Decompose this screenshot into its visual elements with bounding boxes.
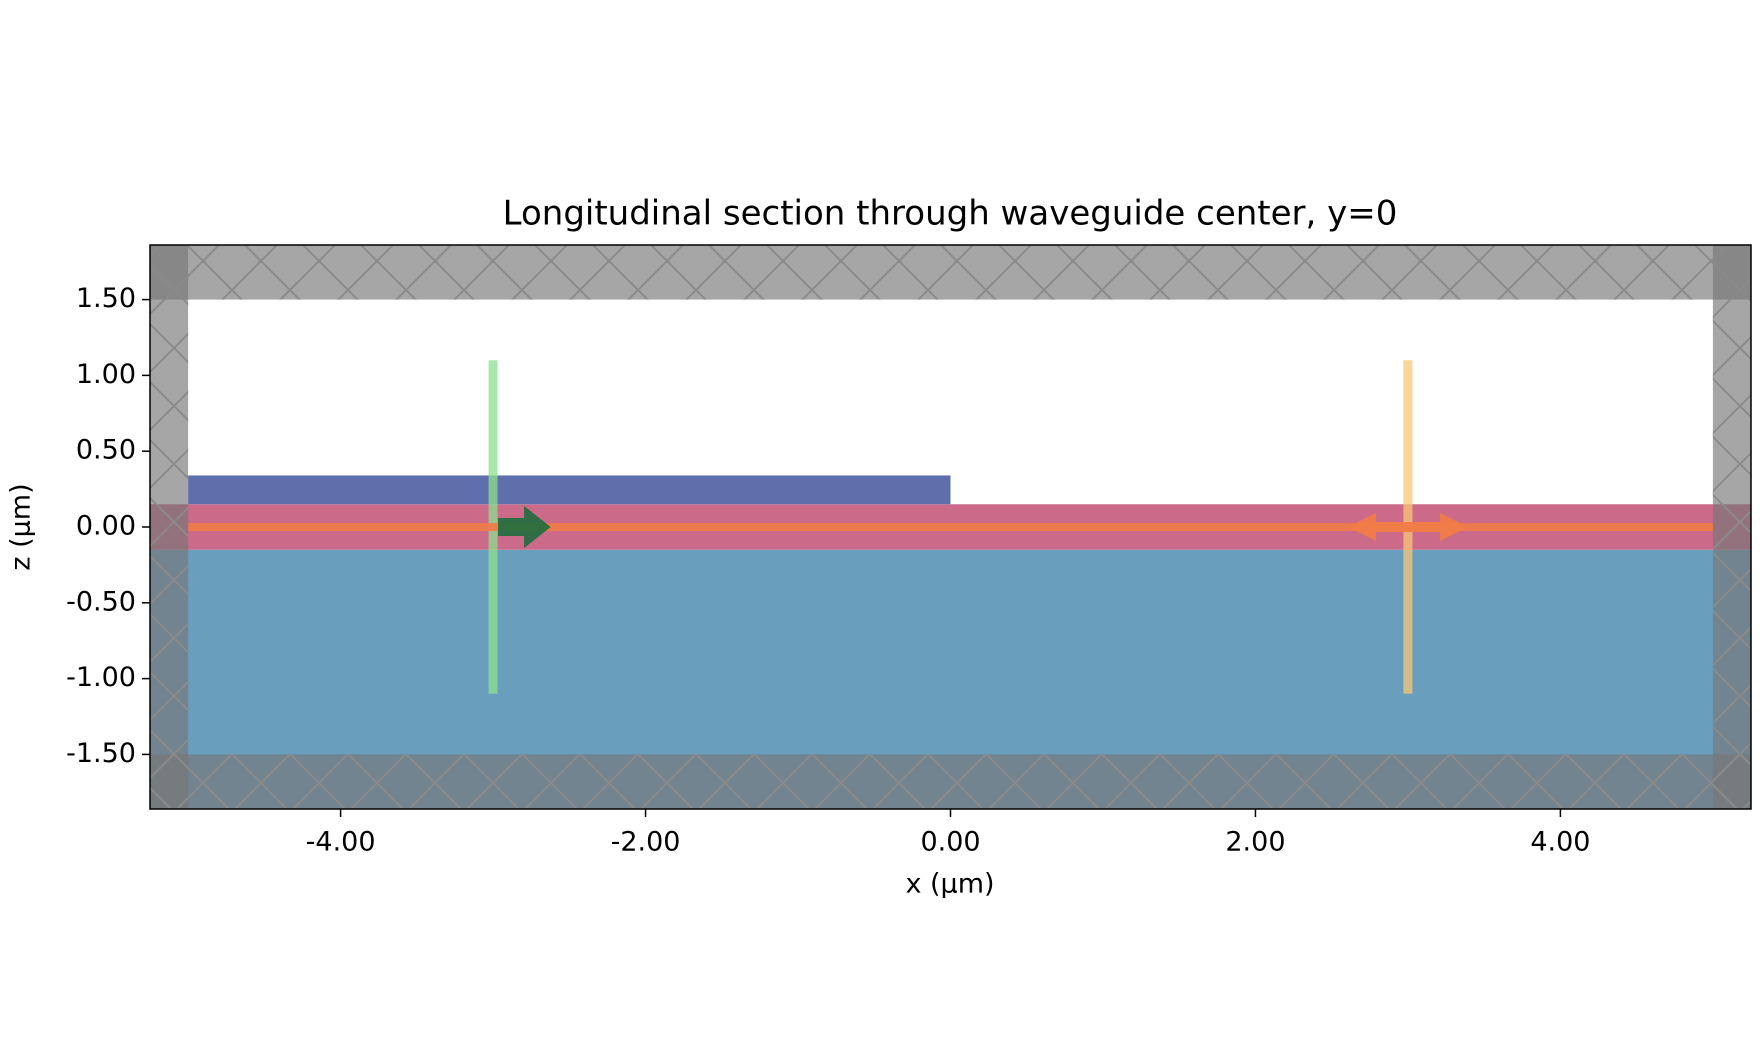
- x-tick-label: 2.00: [1225, 827, 1285, 858]
- source-arrow: [498, 505, 551, 549]
- y-tick-label: -1.50: [66, 738, 136, 769]
- monitor-arrow: [1347, 513, 1468, 541]
- plot-area: [150, 245, 1751, 809]
- y-tick-label: -0.50: [66, 586, 136, 617]
- pml-hatch: [150, 245, 189, 809]
- y-axis-label: z (μm): [6, 483, 37, 570]
- chart-title: Longitudinal section through waveguide c…: [503, 194, 1398, 234]
- x-tick-label: -2.00: [611, 827, 681, 858]
- pml-hatch: [150, 754, 1751, 809]
- x-tick-label: -4.00: [306, 827, 376, 858]
- x-tick-label: 0.00: [920, 827, 980, 858]
- y-tick-label: 0.00: [76, 511, 136, 542]
- y-tick-label: -1.00: [66, 662, 136, 693]
- pml-hatch: [150, 245, 1751, 300]
- x-axis-label: x (μm): [905, 869, 994, 900]
- pml-hatch: [1712, 245, 1751, 809]
- x-tick-label: 4.00: [1530, 827, 1590, 858]
- structure: [188, 475, 951, 505]
- y-tick-label: 0.50: [76, 435, 136, 466]
- y-tick-label: 1.00: [76, 359, 136, 390]
- y-tick-label: 1.50: [76, 283, 136, 314]
